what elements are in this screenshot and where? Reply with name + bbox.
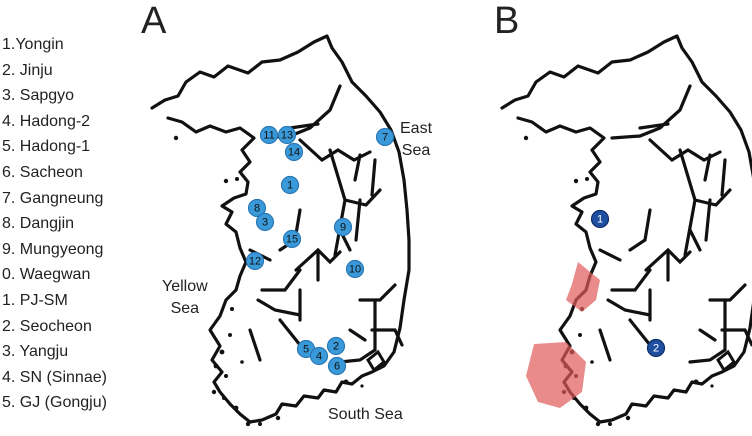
site-marker-dot (326, 336, 346, 356)
site-marker-dot (375, 127, 395, 147)
legend-item: 1.Yongin (2, 36, 64, 53)
site-marker: 7 (375, 127, 395, 147)
site-marker-label: 8 (254, 203, 260, 215)
site-marker-dot (247, 198, 267, 218)
site-marker-label: 1 (287, 180, 293, 192)
site-marker-label: 6 (334, 361, 340, 373)
site-marker-label: 2 (333, 341, 339, 353)
site-marker-label: 4 (316, 351, 322, 363)
site-marker-dot (284, 142, 304, 162)
sea-label-line: East (400, 120, 433, 137)
site-marker-dot (280, 175, 300, 195)
legend-item: 7. Gangneung (2, 189, 104, 207)
legend-item: 0. Waegwan (2, 266, 91, 284)
sea-label-yellow: Yellow Sea (162, 276, 208, 320)
site-marker: 10 (345, 259, 365, 279)
highlight-region-southwest (526, 342, 586, 408)
site-marker: 9 (333, 217, 353, 237)
site-marker: 4 (309, 346, 329, 366)
legend-item: 3. Yangju (2, 343, 69, 361)
panel-label-a: A (141, 0, 167, 42)
legend-item: 2. Seocheon (2, 317, 92, 335)
highlight-region-central-west (566, 262, 600, 312)
site-marker: 2 (646, 338, 666, 358)
legend-item: 5. Hadong-1 (2, 138, 91, 156)
sea-label-south: South Sea (328, 406, 403, 423)
site-marker-label: 10 (349, 264, 361, 276)
sea-label-line: Yellow (162, 278, 208, 295)
legend-item: 3. Sapgyo (2, 87, 75, 105)
site-marker-dot (333, 217, 353, 237)
site-marker-dot (646, 338, 666, 358)
site-marker-dot (255, 212, 275, 232)
legend-item: 6. Sacheon (2, 163, 83, 181)
site-marker-dot (259, 125, 279, 145)
panel-label-b: B (494, 0, 520, 42)
site-legend: 1.Yongin 2. Jinju 3. Sapgyo 4. Hadong-2 … (2, 32, 107, 416)
site-marker: 12 (245, 251, 265, 271)
site-marker-dot (590, 209, 610, 229)
site-marker: 15 (282, 229, 302, 249)
site-marker-label: 12 (249, 256, 261, 268)
site-marker-label: 15 (286, 234, 298, 246)
legend-item: 9. Mungyeong (2, 240, 104, 258)
map-panel-a (150, 34, 411, 428)
site-marker-dot (277, 125, 297, 145)
legend-item: 5. GJ (Gongju) (2, 394, 107, 412)
site-marker-dot (309, 346, 329, 366)
site-marker: 6 (327, 356, 347, 376)
site-markers-b: 12 (590, 209, 666, 358)
sea-label-line: Sea (401, 142, 431, 159)
site-marker: 8 (247, 198, 267, 218)
site-marker: 1 (280, 175, 300, 195)
site-marker-label: 2 (653, 343, 659, 355)
sea-label-line: Sea (170, 300, 200, 317)
site-marker: 1 (590, 209, 610, 229)
site-marker: 14 (284, 142, 304, 162)
legend-item: 2. Jinju (2, 61, 53, 79)
site-marker-label: 3 (262, 217, 268, 229)
site-marker: 13 (277, 125, 297, 145)
site-marker: 2 (326, 336, 346, 356)
site-marker-label: 1 (597, 214, 603, 226)
site-marker-dot (345, 259, 365, 279)
site-marker: 3 (255, 212, 275, 232)
site-marker-label: 13 (281, 130, 293, 142)
site-marker-dot (245, 251, 265, 271)
site-marker-label: 9 (340, 222, 346, 234)
legend-item: 8. Dangjin (2, 215, 75, 233)
site-marker: 11 (259, 125, 279, 145)
site-marker-dot (327, 356, 347, 376)
site-marker-label: 5 (303, 344, 309, 356)
site-marker-label: 14 (288, 147, 300, 159)
site-markers-a: 11 13 14 1 83 15 9 12 10 7 542 6 (245, 125, 395, 376)
legend-item: 4. SN (Sinnae) (2, 368, 107, 386)
sea-label-east: East Sea (400, 118, 432, 162)
site-marker-label: 7 (382, 132, 388, 144)
site-marker-label: 11 (263, 130, 274, 142)
legend-item: 4. Hadong-2 (2, 112, 91, 130)
legend-item: 1. PJ-SM (2, 291, 68, 309)
site-marker-dot (282, 229, 302, 249)
